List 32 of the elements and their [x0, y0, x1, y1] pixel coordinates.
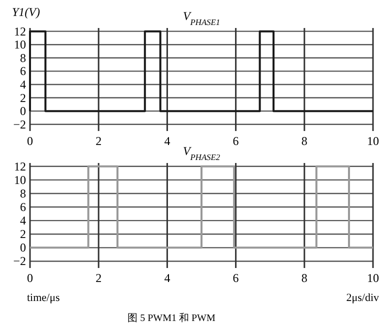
y-tick-label: 4: [20, 77, 26, 92]
x-tick-label: 2: [96, 134, 102, 148]
caption: 图 5 PWM1 和 PWM: [128, 312, 216, 324]
x-tick-label: 10: [367, 271, 379, 285]
x-tick-label: 4: [164, 271, 170, 285]
chart-title: V$_{PHASE2}$: [182, 144, 220, 162]
x-tick-label: 10: [367, 134, 379, 148]
x-tick-label: 2: [96, 271, 102, 285]
y-tick-label: 10: [14, 38, 26, 52]
y-tick-label: 4: [20, 214, 26, 228]
x-tick-label: 6: [232, 134, 239, 148]
y-tick-label: −2: [13, 117, 26, 132]
text: 2μs/div: [346, 292, 380, 304]
x-tick-label: 8: [301, 134, 308, 148]
y-tick-label: 0: [20, 104, 26, 118]
chart-title: V$_{PHASE1}$: [182, 9, 220, 26]
x-axis-title: time/μs: [27, 292, 60, 304]
x-tick-label: 4: [164, 134, 170, 148]
y-axis-title: Y1(V): [12, 5, 40, 19]
y-tick-label: 8: [20, 186, 26, 200]
y-tick-label: 2: [20, 90, 26, 105]
y-tick-label: −2: [13, 254, 26, 268]
y-tick-label: 0: [20, 240, 26, 255]
y-tick-label: 8: [20, 50, 26, 65]
y-tick-label: 10: [14, 172, 26, 187]
y-tick-label: 12: [14, 159, 26, 174]
y-tick-label: 6: [20, 64, 26, 78]
y-tick-label: 2: [20, 227, 26, 242]
y-tick-label: 12: [14, 24, 26, 38]
y-tick-label: 6: [20, 200, 26, 214]
x-tick-label: 8: [301, 271, 308, 285]
x-tick-label: 6: [232, 271, 239, 285]
